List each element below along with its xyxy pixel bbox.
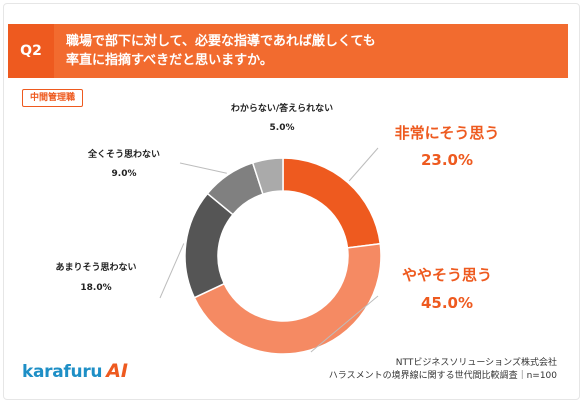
question-number-badge: Q2 <box>8 24 54 78</box>
leader-line <box>348 147 379 182</box>
donut-slice <box>251 157 284 196</box>
source-note: NTTビジネスソリューションズ株式会社 ハラスメントの境界線に関する世代間比較調… <box>329 357 557 383</box>
slice-label: ややそう思う <box>402 266 492 284</box>
slice-value-label: 23.0% <box>421 151 473 169</box>
leader-line <box>159 243 185 299</box>
slice-value-label: 5.0% <box>270 123 295 133</box>
segment-tag: 中間管理職 <box>22 89 84 107</box>
question-line-2: 率直に指摘すべきだと思いますか。 <box>66 53 273 68</box>
question-line-1: 職場で部下に対して、必要な指導であれば厳しくても <box>66 34 376 49</box>
question-text: 職場で部下に対して、必要な指導であれば厳しくても 率直に指摘すべきだと思いますか… <box>54 24 568 78</box>
slice-value-label: 45.0% <box>421 294 473 312</box>
slice-label: 全くそう思わない <box>87 148 160 160</box>
leader-line <box>179 162 227 174</box>
source-survey: ハラスメントの境界線に関する世代間比較調査｜n=100 <box>328 371 557 381</box>
karafuru-ai-logo: karafuru AI <box>22 360 128 382</box>
donut-slice <box>193 242 382 355</box>
source-company: NTTビジネスソリューションズ株式会社 <box>395 358 557 368</box>
logo-text: karafuru <box>22 362 103 382</box>
slice-value-label: 9.0% <box>112 169 137 179</box>
slice-value-label: 18.0% <box>80 283 111 293</box>
slice-label: あまりそう思わない <box>55 262 136 273</box>
donut-slice <box>282 157 382 249</box>
question-header: Q2 職場で部下に対して、必要な指導であれば厳しくても 率直に指摘すべきだと思い… <box>8 24 568 78</box>
slice-label: わからない/答えられない <box>231 102 333 114</box>
leader-line <box>310 295 379 353</box>
logo-ai: AI <box>106 360 128 382</box>
slice-label: 非常にそう思う <box>395 124 500 142</box>
